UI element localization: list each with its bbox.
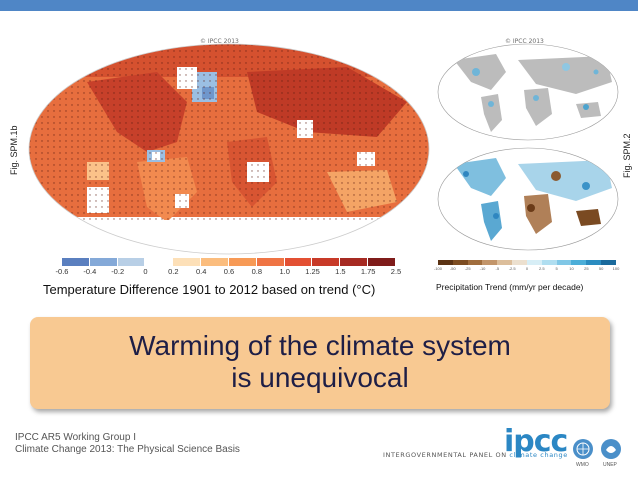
ipcc-logo: ipcc [504, 424, 568, 459]
precipitation_scale-tick-label: -10 [479, 266, 486, 271]
precipitation_scale-swatch [512, 260, 527, 265]
precipitation-colorbar: -100 -50 -25 -10 -5 -2.5 0 2.5 5 10 25 50 100 [434, 260, 619, 272]
precipitation_scale-swatch [452, 260, 468, 265]
ipcc-panel-name: INTERGOVERNMENTAL PANEL ON climate chang… [383, 451, 568, 459]
precipitation_scale-tick-label: 2.5 [539, 266, 545, 271]
temperature_scale-tick-label: 1.75 [360, 267, 376, 276]
precipitation_scale-tick-label: 5 [555, 266, 558, 271]
temperature_scale-swatch [368, 258, 396, 266]
precipitation_scale-tick-label: -25 [464, 266, 471, 271]
panel-suffix: climate change [509, 451, 568, 459]
temperature_scale-swatch [340, 258, 369, 266]
temperature-caption: Temperature Difference 1901 to 2012 base… [43, 282, 376, 297]
temperature-trend-map [28, 43, 430, 255]
headline-text: Warming of the climate system is unequiv… [30, 330, 610, 394]
figure-label-left: Fig. SPM.1b [9, 125, 19, 175]
temperature_scale-tick-label: 0 [143, 267, 148, 276]
precipitation_scale-swatch [467, 260, 483, 265]
copyright-left: © IPCC 2013 [200, 38, 239, 45]
precipitation-caption: Precipitation Trend (mm/yr per decade) [436, 282, 584, 292]
unep-label: UNEP [603, 462, 617, 468]
temperature_scale-tick-label: 2.5 [390, 267, 402, 276]
temperature_scale-tick-label: 1.25 [305, 267, 320, 276]
temperature_scale-tick-label: -0.6 [55, 267, 69, 276]
precipitation_scale-swatch [586, 260, 602, 265]
temperature_scale-tick-label: 0.4 [195, 267, 207, 276]
precipitation_scale-tick-label: 100 [612, 266, 620, 271]
footer-line-2: Climate Change 2013: The Physical Scienc… [15, 444, 240, 455]
precipitation_scale-swatch [601, 260, 616, 265]
headline-line-2: is unequivocal [231, 362, 409, 393]
precipitation_scale-tick-label: 10 [569, 266, 574, 271]
temperature_scale-swatch [89, 258, 118, 266]
temperature_scale-tick-label: 0.6 [223, 267, 235, 276]
temperature_scale-swatch [256, 258, 285, 266]
precipitation_scale-tick-label: -5 [495, 266, 500, 271]
panel-prefix: INTERGOVERNMENTAL PANEL ON [383, 451, 507, 459]
footer-line-1: IPCC AR5 Working Group I [15, 432, 136, 443]
precipitation_scale-tick-label: 50 [598, 266, 604, 271]
precipitation_scale-swatch [497, 260, 513, 265]
precipitation-map-1951 [437, 43, 619, 141]
precipitation_scale-swatch [526, 260, 542, 265]
figure-label-right: Fig. SPM.2 [622, 133, 632, 178]
temperature_scale-tick-label: -0.2 [111, 267, 125, 276]
wmo-label: WMO [576, 462, 589, 468]
headline-line-1: Warming of the climate system [129, 330, 511, 361]
copyright-right: © IPCC 2013 [505, 38, 544, 45]
temperature_scale-swatch [284, 258, 313, 266]
temperature-swatches [62, 258, 396, 266]
headline-banner: Warming of the climate system is unequiv… [30, 317, 610, 409]
temperature-colorbar: -0.6 -0.4 -0.2 0 0.2 0.4 0.6 0.8 1.0 1.25 1.5 1.75 2… [56, 258, 402, 277]
precipitation-swatches [438, 260, 616, 265]
unep-emblem-icon [601, 439, 621, 459]
temperature_scale-tick-label: -0.4 [83, 267, 97, 276]
precipitation_scale-swatch [482, 260, 498, 265]
precipitation_scale-tick-label: -2.5 [508, 266, 516, 271]
temperature_scale-swatch [145, 258, 174, 266]
precipitation-map-1901 [437, 147, 619, 251]
precipitation_scale-tick-label: -50 [449, 266, 456, 271]
precipitation_scale-swatch [541, 260, 557, 265]
temperature_scale-tick-label: 0.2 [168, 267, 179, 276]
wmo-emblem-icon [573, 439, 593, 459]
temperature-ticks: -0.6 -0.4 -0.2 0 0.2 0.4 0.6 0.8 1.0 1.25 1.5 1.75 2… [56, 267, 402, 277]
temperature_scale-swatch [312, 258, 341, 266]
temperature_scale-tick-label: 1.5 [335, 267, 346, 276]
precipitation_scale-swatch [438, 260, 453, 265]
temperature_scale-tick-label: 0.8 [251, 267, 263, 276]
temperature_scale-swatch [228, 258, 257, 266]
precipitation_scale-swatch [571, 260, 587, 265]
precipitation_scale-tick-label: 0 [525, 266, 529, 271]
temperature_scale-swatch [173, 258, 202, 266]
temperature_scale-swatch [117, 258, 146, 266]
temperature_scale-tick-label: 1.0 [279, 267, 290, 276]
precipitation_scale-swatch [556, 260, 572, 265]
precipitation_scale-tick-label: -100 [433, 266, 443, 271]
precipitation_scale-tick-label: 25 [584, 266, 589, 271]
working-group-label: IPCC AR5 Working Group I Climate Change … [15, 432, 240, 456]
precipitation-ticks: -100 -50 -25 -10 -5 -2.5 0 2.5 5 10 25 50 100 [434, 266, 619, 272]
top-accent-bar [0, 0, 638, 11]
temperature_scale-swatch [62, 258, 90, 266]
temperature_scale-swatch [201, 258, 229, 266]
